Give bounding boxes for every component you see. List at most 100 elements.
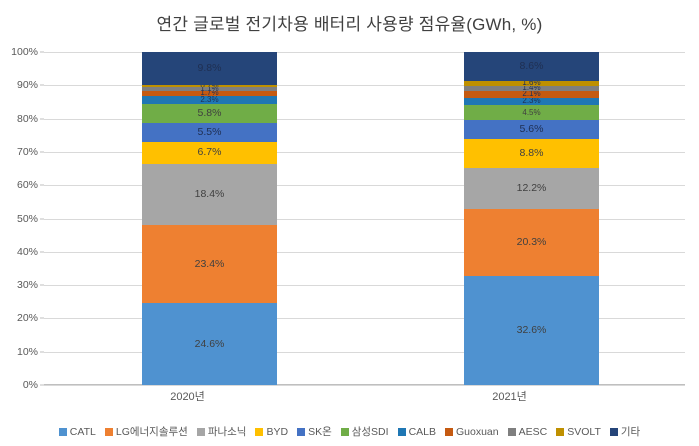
gridline <box>44 118 685 120</box>
stacked-bar-2021년[interactable]: 32.6% 20.3% 12.2% 8.8% 5.6% 4.5% 2.3% 2.1% 1.4% 1… <box>464 52 599 385</box>
y-axis-tick-label: 100% <box>11 46 38 58</box>
y-axis-tick-label: 90% <box>16 79 38 92</box>
gridline <box>44 385 685 386</box>
y-axis-tick-mark <box>40 351 44 353</box>
y-axis-tick-mark <box>40 118 44 120</box>
chart-title: 연간 글로벌 전기차용 배터리 사용량 점유율(GWh, %) <box>156 15 543 34</box>
bar-segment-SVOLT[interactable]: 0.7% <box>142 84 277 87</box>
legend-item-기타[interactable]: 기타 <box>609 424 641 439</box>
bar-segment-BYD[interactable]: 6.7% <box>142 141 277 164</box>
legend-label: CALB <box>408 425 436 438</box>
legend-item-파나소닉[interactable]: 파나소닉 <box>196 424 247 439</box>
legend-label: 삼성SDI <box>351 426 389 438</box>
legend-swatch-icon <box>340 427 349 436</box>
bar-segment-value-label: 8.6% <box>519 60 544 73</box>
y-axis-tick-mark <box>40 384 44 386</box>
gridline <box>44 185 685 187</box>
bar-segment-SK온[interactable]: 5.6% <box>464 120 599 139</box>
y-axis-tick-mark <box>40 184 44 186</box>
legend-item-삼성SDI[interactable]: 삼성SDI <box>340 424 389 439</box>
legend-swatch-icon <box>397 427 406 436</box>
bar-segment-Guoxuan[interactable]: 1.7% <box>142 90 277 97</box>
legend-swatch-icon <box>255 427 264 436</box>
legend-item-CALB[interactable]: CALB <box>397 425 436 438</box>
y-axis-tick-label: 30% <box>16 279 38 292</box>
y-axis-tick-label: 50% <box>16 212 38 225</box>
gridline <box>44 218 685 220</box>
y-axis-tick-label: 70% <box>16 145 38 158</box>
x-axis-label-2020: 2020년 <box>170 391 205 403</box>
gridline <box>44 285 685 287</box>
legend-item-AESC[interactable]: AESC <box>507 425 548 438</box>
bar-segment-SVOLT[interactable]: 1.6% <box>464 80 599 86</box>
legend-label: SK온 <box>308 426 332 438</box>
y-axis-tick-mark <box>40 84 44 86</box>
gridline <box>44 85 685 87</box>
bar-segment-value-label: 8.8% <box>519 147 544 160</box>
y-axis-tick-label: 40% <box>16 245 38 258</box>
y-axis-tick-mark <box>40 251 44 253</box>
x-axis-label-2021: 2021년 <box>492 391 527 403</box>
y-axis-tick-mark <box>40 284 44 286</box>
bar-segment-LG에너지솔루션[interactable]: 23.4% <box>142 225 277 304</box>
bar-segment-기타[interactable]: 8.6% <box>464 52 599 81</box>
bar-segment-BYD[interactable]: 8.8% <box>464 138 599 169</box>
legend-item-CATL[interactable]: CATL <box>58 425 96 438</box>
gridline <box>44 151 685 153</box>
legend-label: BYD <box>266 425 289 438</box>
y-axis-tick-mark <box>40 218 44 219</box>
bar-segment-value-label: 1.7% <box>200 90 219 97</box>
bar-segment-LG에너지솔루션[interactable]: 20.3% <box>464 208 599 277</box>
bar-segment-AESC[interactable]: 1.4% <box>464 85 599 91</box>
bar-segment-value-label: 20.3% <box>516 236 547 249</box>
y-axis-tick-mark <box>40 51 44 53</box>
legend-swatch-icon <box>58 427 67 436</box>
legend-label: 기타 <box>620 426 641 438</box>
bar-segment-기타[interactable]: 9.8% <box>142 52 277 85</box>
bar-segment-value-label: 5.6% <box>519 123 544 136</box>
legend-swatch-icon <box>609 427 618 436</box>
legend-swatch-icon <box>196 427 205 436</box>
bar-segment-삼성SDI[interactable]: 5.8% <box>142 103 277 124</box>
bar-segment-value-label: 1.1% <box>200 87 218 91</box>
legend-item-SVOLT[interactable]: SVOLT <box>556 426 601 438</box>
bar-segment-CALB[interactable]: 2.3% <box>464 97 599 106</box>
bar-segment-value-label: 2.3% <box>522 97 541 106</box>
bar-segment-value-label: 23.4% <box>194 257 225 270</box>
bar-segment-value-label: 12.2% <box>516 182 547 195</box>
bar-segment-value-label: 5.8% <box>197 107 222 120</box>
bar-segment-value-label: 4.5% <box>522 107 541 117</box>
y-axis-tick-label: 80% <box>16 112 38 125</box>
bar-segment-SK온[interactable]: 5.5% <box>142 123 277 142</box>
bar-segment-value-label: 2.1% <box>522 90 541 98</box>
legend-label: LG에너지솔루션 <box>115 426 188 438</box>
gridline <box>44 52 685 53</box>
bar-segment-CALB[interactable]: 2.3% <box>142 96 277 104</box>
legend-label: AESC <box>518 425 548 438</box>
bar-segment-value-label: 6.7% <box>197 146 222 159</box>
legend-item-BYD[interactable]: BYD <box>255 426 288 438</box>
legend-label: 파나소닉 <box>207 426 247 438</box>
bar-segment-파나소닉[interactable]: 18.4% <box>142 163 277 226</box>
legend-item-SK온[interactable]: SK온 <box>297 424 332 439</box>
legend-item-LG에너지솔루션[interactable]: LG에너지솔루션 <box>104 424 188 439</box>
bar-segment-Guoxuan[interactable]: 2.1% <box>464 90 599 98</box>
legend-swatch-icon <box>297 427 306 436</box>
bar-segment-CATL[interactable]: 32.6% <box>464 276 599 385</box>
x-axis-line <box>44 384 685 385</box>
stacked-bar-2020년[interactable]: 24.6% 23.4% 18.4% 6.7% 5.5% 5.8% 2.3%1.7%1.1%0… <box>142 52 277 385</box>
bar-segment-파나소닉[interactable]: 12.2% <box>464 168 599 209</box>
bar-segment-value-label: 32.6% <box>516 324 547 337</box>
bar-segment-CATL[interactable]: 24.6% <box>142 303 277 385</box>
legend-label: CATL <box>69 425 96 438</box>
bar-segment-value-label: 1.6% <box>522 80 541 86</box>
bar-segment-AESC[interactable]: 1.1% <box>142 86 277 91</box>
bar-segment-삼성SDI[interactable]: 4.5% <box>464 105 599 121</box>
y-axis-tick-label: 0% <box>22 379 38 391</box>
gridline <box>44 351 685 353</box>
y-axis-tick-label: 60% <box>16 179 38 192</box>
legend-item-Guoxuan[interactable]: Guoxuan <box>445 426 499 438</box>
legend-swatch-icon <box>556 427 565 436</box>
legend-label: SVOLT <box>567 425 601 438</box>
